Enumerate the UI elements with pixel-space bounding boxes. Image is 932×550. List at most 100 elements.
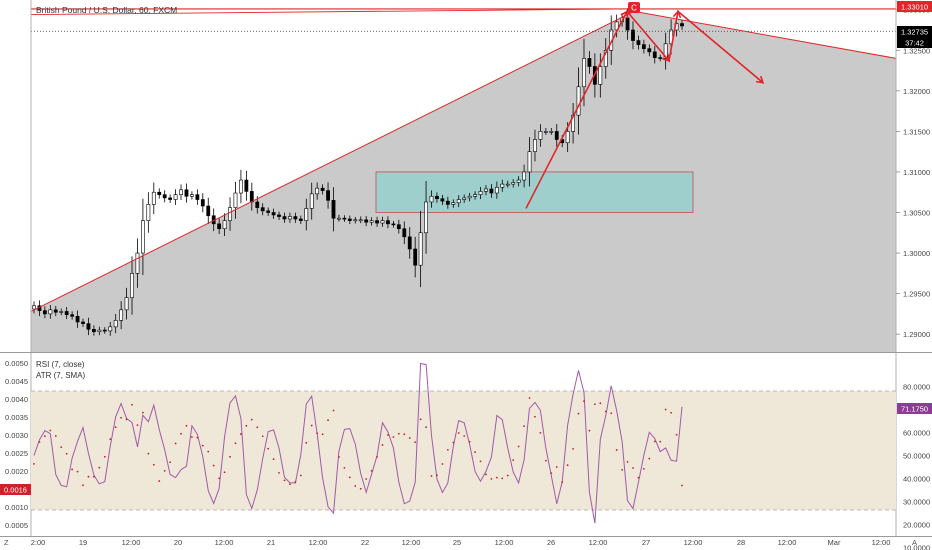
candle-up [239,179,243,194]
atr-dot [131,403,133,406]
atr-dot [463,435,466,437]
atr-dot [65,452,68,455]
atr-dot [229,455,231,458]
atr-dot [142,411,144,414]
atr-dot [310,424,313,427]
time-axis[interactable]: 2:00 19 12:00 20 12:00 21 12:00 22 12:00 25 12:00 2… [31,538,891,547]
candle-up [48,309,53,315]
chart-title: British Pound / U.S. Dollar, 60, FXCM [36,5,177,15]
atr-dot [408,437,411,439]
atr-dot [174,442,177,445]
candle-up [456,199,461,204]
atr-dot [577,412,580,415]
candle-down [184,189,189,197]
atr-dot [338,456,340,458]
candle-up [505,183,510,186]
candle-up [511,182,516,185]
atr-dot [490,477,493,480]
atr-dot [506,474,509,477]
atr-dot [512,459,515,462]
atr-dot [348,476,351,479]
candle-up [549,131,554,133]
atr-dot [381,444,384,446]
atr-dot [125,418,128,421]
atr-dot [653,440,656,443]
candle-up [429,195,434,203]
price-axis[interactable]: 1.330001.325001.320001.315001.310001.305… [896,6,930,339]
arrow-head [672,9,682,19]
rsi-tick-label: 20.0000 [903,521,930,530]
candle-down [293,216,298,220]
time-tick-label: 12:00 [872,538,891,547]
atr-dot [414,441,417,444]
atr-dot [136,424,139,427]
candle-down [326,190,330,201]
atr-dot [71,468,74,471]
atr-dot [430,475,433,477]
candle-up [315,187,320,195]
rsi-value-label: 71.1750 [901,405,928,414]
countdown-label: 37:42 [905,39,924,48]
candle-up [353,219,358,222]
atr-dot [501,477,504,480]
atr-dot [365,478,368,480]
atr-dot [212,464,215,467]
atr-dot [637,476,640,479]
candle-up [32,305,36,310]
candle-up [598,66,603,85]
atr-tick-label: 0.0045 [5,377,28,386]
atr-dot [376,455,378,458]
atr-dot [261,435,264,438]
atr-dot [33,462,35,465]
time-tick-label: Mar [828,538,841,547]
candle-down [102,329,107,332]
atr-legend[interactable]: ATR (7, SMA) [36,371,86,380]
current-price-tag [897,26,932,37]
atr-dot [267,447,270,450]
candle-down [652,51,657,58]
atr-dot [642,467,645,470]
time-tick-label: 12:00 [402,538,421,547]
corner-right-label: A [912,538,917,547]
candle-down [658,57,663,59]
candle-down [347,218,352,221]
atr-dot [479,460,482,463]
candle-up [59,311,64,313]
atr-dot [632,467,634,469]
atr-dot [583,400,585,403]
atr-dot [158,480,161,482]
candle-down [641,44,646,49]
rsi-value-tag [897,403,932,414]
candle-down [375,220,379,224]
candle-down [331,200,336,219]
candle-up [565,131,570,144]
candle-up [451,202,456,205]
atr-dot [43,435,46,437]
candle-up [576,86,581,116]
rsi-tick-label: 10.0000 [903,544,930,550]
candle-up [462,197,467,200]
candle-up [228,207,232,221]
atr-dot [403,433,406,436]
rsi-legend[interactable]: RSI (7, close) [36,360,85,369]
atr-dot [332,409,335,412]
atr-dot [185,424,188,427]
candle-down [249,191,254,203]
atr-dot [359,487,362,490]
price-tick-label: 1.30500 [903,208,930,217]
candle-down [86,323,91,330]
time-tick-label: 12:00 [778,538,797,547]
atr-dot [218,477,221,480]
rsi-tick-label: 40.0000 [903,475,930,484]
atr-dot [387,434,389,436]
atr-dot [485,473,487,476]
atr-dot [163,470,166,472]
atr-dot [544,459,547,462]
candle-down [680,23,684,27]
current-price-label: 1.32735 [901,28,928,37]
marker-c-badge [628,2,640,13]
atr-dot [474,451,476,454]
atr-dot [397,432,400,435]
resistance-price-tag [897,1,932,12]
candle-up [190,194,194,197]
